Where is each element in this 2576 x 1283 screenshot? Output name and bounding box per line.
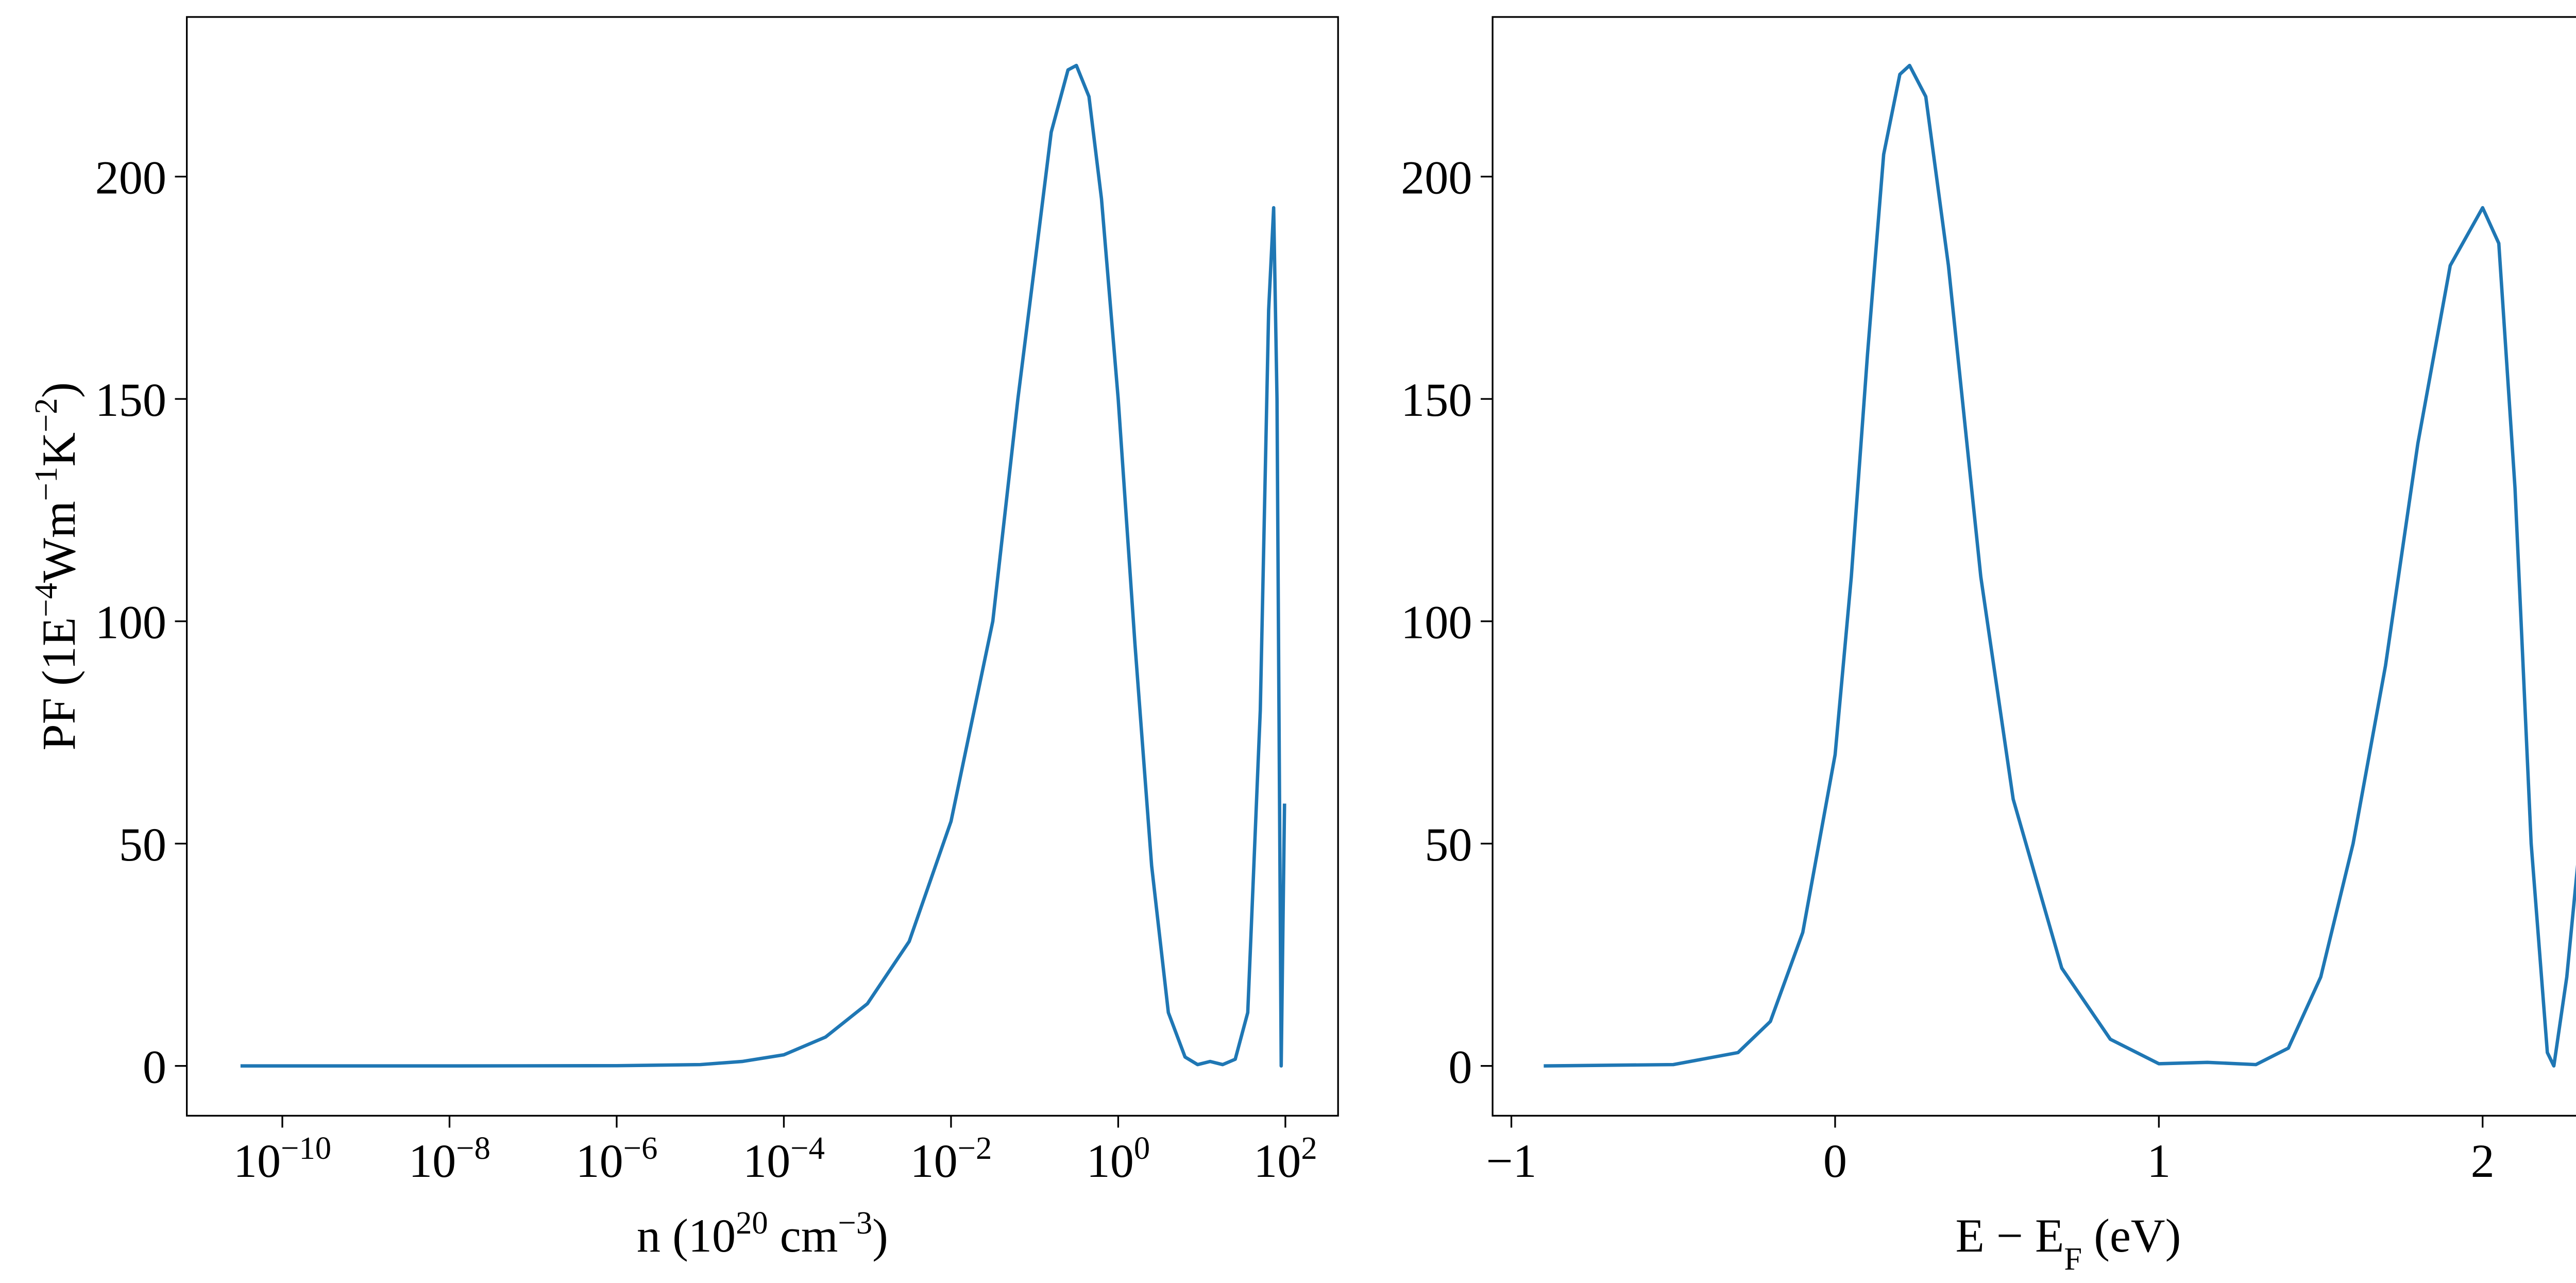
label-part: −4 — [28, 583, 64, 617]
y-tick-label: 150 — [95, 374, 166, 426]
tick-exponent: −2 — [958, 1130, 992, 1166]
y-tick-label: 0 — [143, 1041, 166, 1093]
label-part: −1 — [28, 467, 64, 501]
x-tick-label: 2 — [2471, 1135, 2495, 1187]
tick-base: 10 — [409, 1135, 456, 1187]
tick-exponent: −6 — [623, 1130, 658, 1166]
y-tick-label: 150 — [1401, 374, 1472, 426]
y-tick-label: 0 — [1448, 1041, 1472, 1093]
label-part: ) — [32, 382, 85, 398]
label-part: E − E — [1955, 1209, 2064, 1262]
x-tick-label: 10−4 — [743, 1130, 825, 1187]
y-tick-label: 100 — [1401, 596, 1472, 649]
label-part: Wm — [32, 501, 85, 583]
label-part: n (10 — [637, 1209, 736, 1262]
tick-base: −1 — [1486, 1135, 1536, 1187]
x-axis-label: n (1020 cm−3) — [637, 1205, 888, 1262]
x-tick-label: 102 — [1253, 1130, 1317, 1187]
label-part: (eV) — [2082, 1209, 2181, 1262]
tick-exponent: 0 — [1134, 1130, 1150, 1166]
label-part: K — [32, 432, 85, 467]
label-part: 20 — [736, 1205, 768, 1241]
tick-base: 10 — [743, 1135, 790, 1187]
y-axis-label: PF (1E−4Wm−1K−2) — [28, 382, 85, 751]
tick-exponent: −8 — [456, 1130, 490, 1166]
tick-base: 10 — [1087, 1135, 1134, 1187]
tick-base: 10 — [233, 1135, 281, 1187]
y-tick-label: 50 — [119, 818, 166, 871]
plot-frame — [185, 16, 1339, 1117]
x-tick-label: 100 — [1087, 1130, 1150, 1187]
label-part: −3 — [838, 1205, 873, 1241]
x-tick-label: 10−2 — [910, 1130, 992, 1187]
x-tick-label: 10−8 — [409, 1130, 490, 1187]
x-tick-label: 1 — [2147, 1135, 2171, 1187]
x-tick-label: 10−6 — [576, 1130, 658, 1187]
label-part: cm — [768, 1209, 838, 1262]
plot-frame — [1492, 16, 2576, 1117]
data-line — [1544, 63, 2576, 1068]
label-part: ) — [872, 1209, 888, 1262]
x-tick-label: 10−10 — [233, 1130, 331, 1187]
label-part: −2 — [28, 398, 64, 432]
tick-base: 10 — [1253, 1135, 1301, 1187]
y-tick-label: 200 — [1401, 151, 1472, 204]
tick-exponent: 2 — [1301, 1130, 1317, 1166]
tick-base: 10 — [576, 1135, 623, 1187]
data-line — [240, 63, 1286, 1068]
label-part: PF (1E — [32, 617, 85, 751]
y-tick-label: 200 — [95, 151, 166, 204]
y-tick-label: 50 — [1425, 818, 1472, 871]
x-tick-label: −1 — [1486, 1135, 1536, 1187]
tick-exponent: −10 — [281, 1130, 331, 1166]
tick-exponent: −4 — [790, 1130, 825, 1166]
tick-base: 10 — [910, 1135, 957, 1187]
y-tick-label: 100 — [95, 596, 166, 649]
x-axis-label: E − EF (eV) — [1955, 1209, 2181, 1277]
label-part: F — [2064, 1241, 2082, 1277]
x-tick-label: 0 — [1823, 1135, 1847, 1187]
